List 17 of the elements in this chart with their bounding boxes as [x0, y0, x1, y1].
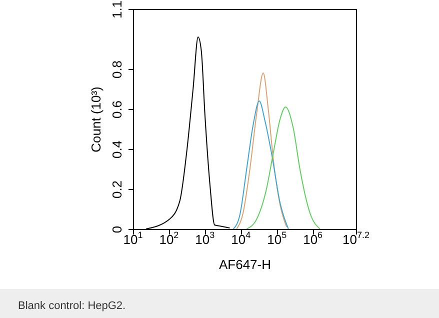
y-tick-label: 0.6 — [110, 100, 124, 119]
x-tick-label: 10$^{1}$ — [123, 230, 143, 247]
y-tick-label: 1.1 — [110, 0, 124, 19]
x-tick-label: 10$^{5}$ — [267, 230, 287, 247]
x-tick-label: 10$^{6}$ — [303, 230, 323, 247]
text: Blank control: HepG2. — [18, 300, 126, 312]
line-series — [236, 72, 288, 229]
y-axis-title: Count (10³) — [88, 86, 104, 152]
x-tick-label: 10$^{2}$ — [159, 230, 179, 247]
x-tick-label: 10$^{3}$ — [195, 230, 215, 247]
x-axis-title: AF647-H — [218, 257, 272, 272]
y-tick-label: 0 — [110, 226, 124, 234]
y-tick-label: 0.2 — [110, 180, 124, 199]
y-tick-label: 0.4 — [110, 140, 124, 159]
x-tick-label: 10$^{7.2}$ — [342, 230, 370, 247]
x-tick-label: 10$^{4}$ — [231, 230, 251, 247]
y-tick-label: 0.8 — [110, 60, 124, 79]
